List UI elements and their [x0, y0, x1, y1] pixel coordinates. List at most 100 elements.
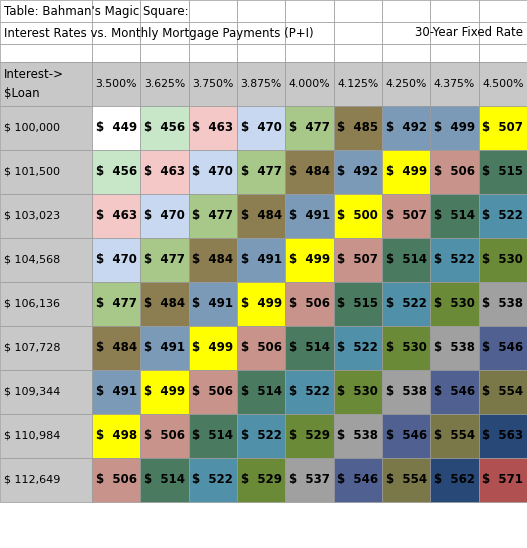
Text: $  485: $ 485: [337, 122, 378, 134]
Text: 3.500%: 3.500%: [95, 79, 137, 89]
Bar: [140, 150, 189, 194]
Text: $  522: $ 522: [434, 254, 475, 266]
Bar: [431, 0, 479, 22]
Bar: [237, 458, 285, 502]
Bar: [189, 238, 237, 282]
Bar: [0, 22, 92, 44]
Bar: [189, 44, 237, 62]
Bar: [382, 414, 431, 458]
Text: $  470: $ 470: [96, 254, 136, 266]
Text: $  529: $ 529: [289, 430, 330, 442]
Bar: [140, 414, 189, 458]
Text: $  537: $ 537: [289, 473, 330, 487]
Text: 3.625%: 3.625%: [144, 79, 185, 89]
Bar: [382, 238, 431, 282]
Text: $  515: $ 515: [482, 165, 523, 179]
Text: $  499: $ 499: [144, 385, 185, 398]
Text: $  477: $ 477: [192, 209, 233, 222]
Text: 4.000%: 4.000%: [289, 79, 330, 89]
Bar: [334, 238, 382, 282]
Bar: [140, 238, 189, 282]
Text: $  492: $ 492: [386, 122, 427, 134]
Bar: [334, 150, 382, 194]
Bar: [431, 238, 479, 282]
Text: $  506: $ 506: [241, 341, 281, 355]
Bar: [285, 414, 334, 458]
Text: $  499: $ 499: [192, 341, 233, 355]
Bar: [0, 326, 92, 370]
Bar: [140, 22, 189, 44]
Bar: [92, 282, 140, 326]
Text: $  563: $ 563: [482, 430, 523, 442]
Text: $  546: $ 546: [337, 473, 378, 487]
Text: $  554: $ 554: [482, 385, 523, 398]
Bar: [237, 62, 285, 106]
Bar: [479, 0, 527, 22]
Text: $  546: $ 546: [434, 385, 475, 398]
Bar: [285, 150, 334, 194]
Bar: [237, 0, 285, 22]
Bar: [334, 194, 382, 238]
Text: $  529: $ 529: [241, 473, 281, 487]
Bar: [237, 414, 285, 458]
Bar: [237, 22, 285, 44]
Text: $  522: $ 522: [386, 298, 426, 311]
Bar: [140, 370, 189, 414]
Bar: [431, 62, 479, 106]
Bar: [0, 282, 92, 326]
Text: $  484: $ 484: [95, 341, 136, 355]
Bar: [189, 370, 237, 414]
Bar: [431, 370, 479, 414]
Text: $  470: $ 470: [144, 209, 185, 222]
Text: $  522: $ 522: [241, 430, 281, 442]
Text: $  546: $ 546: [386, 430, 427, 442]
Text: $  554: $ 554: [434, 430, 475, 442]
Bar: [382, 458, 431, 502]
Bar: [189, 106, 237, 150]
Bar: [140, 44, 189, 62]
Text: $  546: $ 546: [482, 341, 523, 355]
Text: $  484: $ 484: [241, 209, 282, 222]
Text: $  456: $ 456: [144, 122, 185, 134]
Text: $  491: $ 491: [96, 385, 136, 398]
Bar: [479, 150, 527, 194]
Bar: [285, 458, 334, 502]
Text: $  515: $ 515: [337, 298, 378, 311]
Bar: [189, 414, 237, 458]
Bar: [431, 22, 479, 44]
Text: $ 112,649: $ 112,649: [4, 475, 61, 485]
Bar: [0, 370, 92, 414]
Text: $  562: $ 562: [434, 473, 475, 487]
Bar: [140, 62, 189, 106]
Text: $  499: $ 499: [434, 122, 475, 134]
Bar: [140, 194, 189, 238]
Text: $  507: $ 507: [337, 254, 378, 266]
Text: $  507: $ 507: [482, 122, 523, 134]
Text: $  491: $ 491: [289, 209, 330, 222]
Bar: [431, 44, 479, 62]
Text: $  506: $ 506: [434, 165, 475, 179]
Text: $  530: $ 530: [434, 298, 475, 311]
Bar: [479, 370, 527, 414]
Text: $  463: $ 463: [144, 165, 185, 179]
Text: $ 107,728: $ 107,728: [4, 343, 61, 353]
Bar: [92, 106, 140, 150]
Bar: [334, 62, 382, 106]
Bar: [92, 238, 140, 282]
Text: $  530: $ 530: [482, 254, 523, 266]
Text: $  514: $ 514: [386, 254, 427, 266]
Bar: [382, 62, 431, 106]
Bar: [92, 414, 140, 458]
Text: $  514: $ 514: [144, 473, 185, 487]
Text: $  499: $ 499: [386, 165, 427, 179]
Text: $  514: $ 514: [434, 209, 475, 222]
Bar: [140, 106, 189, 150]
Text: $  538: $ 538: [337, 430, 378, 442]
Text: $  477: $ 477: [289, 122, 330, 134]
Bar: [334, 44, 382, 62]
Bar: [0, 194, 92, 238]
Text: $  522: $ 522: [337, 341, 378, 355]
Bar: [189, 0, 237, 22]
Bar: [334, 414, 382, 458]
Bar: [92, 150, 140, 194]
